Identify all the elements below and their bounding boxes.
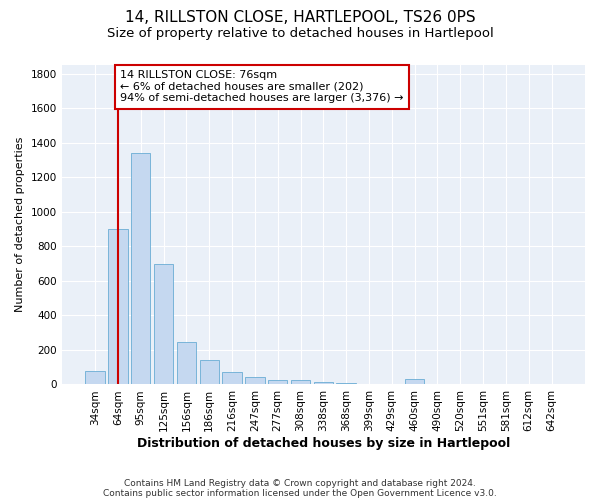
Bar	[131, 153, 151, 384]
Bar	[108, 229, 128, 384]
Bar	[314, 382, 333, 384]
Bar	[337, 382, 356, 384]
Text: 14, RILLSTON CLOSE, HARTLEPOOL, TS26 0PS: 14, RILLSTON CLOSE, HARTLEPOOL, TS26 0PS	[125, 10, 475, 25]
Bar	[223, 372, 242, 384]
Text: Contains public sector information licensed under the Open Government Licence v3: Contains public sector information licen…	[103, 488, 497, 498]
Bar	[154, 264, 173, 384]
Text: Size of property relative to detached houses in Hartlepool: Size of property relative to detached ho…	[107, 28, 493, 40]
Bar	[200, 360, 219, 384]
Text: 14 RILLSTON CLOSE: 76sqm
← 6% of detached houses are smaller (202)
94% of semi-d: 14 RILLSTON CLOSE: 76sqm ← 6% of detache…	[120, 70, 404, 103]
Bar	[268, 380, 287, 384]
Y-axis label: Number of detached properties: Number of detached properties	[15, 137, 25, 312]
Bar	[291, 380, 310, 384]
Text: Contains HM Land Registry data © Crown copyright and database right 2024.: Contains HM Land Registry data © Crown c…	[124, 478, 476, 488]
Bar	[85, 370, 105, 384]
Bar	[177, 342, 196, 384]
X-axis label: Distribution of detached houses by size in Hartlepool: Distribution of detached houses by size …	[137, 437, 510, 450]
Bar	[405, 380, 424, 384]
Bar	[245, 376, 265, 384]
